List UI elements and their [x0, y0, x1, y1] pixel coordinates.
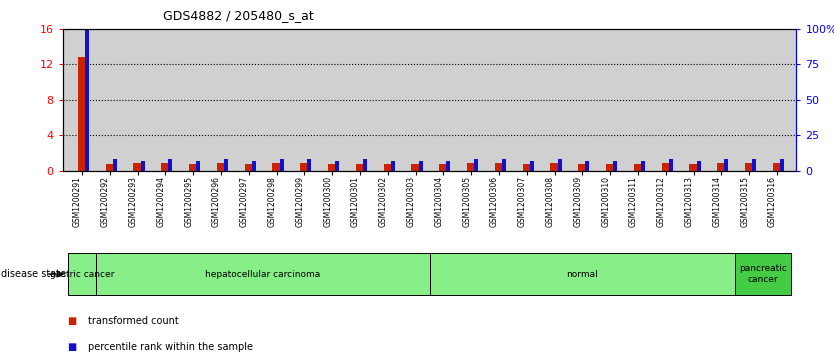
Bar	[717, 163, 726, 171]
Bar	[446, 161, 450, 171]
Bar	[113, 159, 117, 171]
Text: gastric cancer: gastric cancer	[50, 270, 114, 278]
Text: hepatocellular carcinoma: hepatocellular carcinoma	[205, 270, 320, 278]
Bar	[300, 163, 309, 171]
Bar	[550, 163, 559, 171]
Bar	[217, 163, 225, 171]
Bar	[411, 164, 420, 171]
Text: ■: ■	[67, 342, 76, 352]
Text: transformed count: transformed count	[88, 315, 178, 326]
Text: ■: ■	[67, 315, 76, 326]
Bar	[696, 161, 701, 171]
Text: pancreatic
cancer: pancreatic cancer	[739, 264, 787, 284]
Bar	[773, 163, 781, 171]
Bar	[634, 163, 642, 171]
Bar	[530, 161, 534, 171]
Bar	[430, 253, 736, 295]
Bar	[724, 159, 729, 171]
Bar	[578, 163, 586, 171]
Bar	[523, 163, 531, 171]
Bar	[252, 161, 256, 171]
Bar	[335, 161, 339, 171]
Bar	[669, 159, 673, 171]
Bar	[168, 159, 173, 171]
Bar	[745, 163, 753, 171]
Bar	[736, 253, 791, 295]
Bar	[356, 163, 364, 171]
Bar	[641, 161, 645, 171]
Bar	[585, 161, 590, 171]
Bar	[96, 253, 430, 295]
Bar	[467, 163, 475, 171]
Bar	[390, 161, 395, 171]
Bar	[106, 163, 114, 171]
Bar	[244, 164, 253, 171]
Bar	[196, 161, 200, 171]
Bar	[752, 159, 756, 171]
Bar	[557, 159, 561, 171]
Bar	[279, 159, 284, 171]
Bar	[328, 164, 336, 171]
Bar	[161, 163, 169, 171]
Bar	[780, 159, 784, 171]
Bar	[133, 163, 142, 171]
Bar	[68, 253, 96, 295]
Bar	[85, 29, 89, 171]
Bar	[363, 159, 367, 171]
Bar	[690, 163, 698, 171]
Text: disease state: disease state	[1, 269, 66, 279]
Bar	[384, 163, 392, 171]
Text: GDS4882 / 205480_s_at: GDS4882 / 205480_s_at	[163, 9, 314, 22]
Bar	[140, 161, 144, 171]
Bar	[661, 163, 670, 171]
Bar	[189, 163, 198, 171]
Bar	[273, 163, 281, 171]
Bar	[613, 161, 617, 171]
Bar	[474, 159, 479, 171]
Bar	[606, 163, 615, 171]
Text: percentile rank within the sample: percentile rank within the sample	[88, 342, 253, 352]
Bar	[224, 159, 228, 171]
Bar	[440, 163, 448, 171]
Bar	[502, 159, 506, 171]
Bar	[307, 159, 312, 171]
Bar	[495, 163, 503, 171]
Text: normal: normal	[566, 270, 598, 278]
Bar	[78, 57, 86, 171]
Bar	[419, 161, 423, 171]
